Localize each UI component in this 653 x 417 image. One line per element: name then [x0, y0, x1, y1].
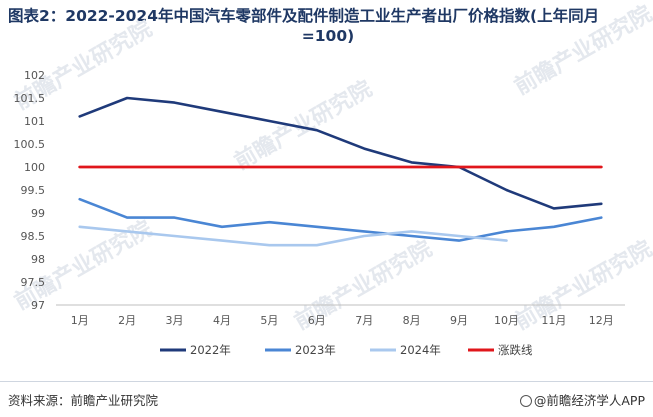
- x-tick-label: 5月: [260, 314, 278, 327]
- series-lines: [78, 96, 603, 247]
- chart-title: 图表2：2022-2024年中国汽车零部件及配件制造工业生产者出厂价格指数(上年…: [8, 6, 648, 46]
- y-tick-label: 100.5: [14, 138, 46, 151]
- x-tick-label: 7月: [355, 314, 373, 327]
- legend: 2022年 2023年 2024年 涨跌线: [160, 343, 533, 357]
- chart-title-line-1: 图表2：2022-2024年中国汽车零部件及配件制造工业生产者出厂价格指数(上年…: [8, 7, 600, 25]
- chart-title-line-2: =100): [301, 27, 355, 45]
- x-tick-label: 1月: [71, 314, 89, 327]
- y-tick-label: 97.5: [21, 276, 46, 289]
- y-tick-label: 100: [24, 161, 45, 174]
- y-tick-label: 98: [31, 253, 45, 266]
- x-tick-label: 12月: [589, 314, 614, 327]
- legend-label-3: 2024年: [400, 343, 441, 357]
- footer: 资料来源：前瞻产业研究院 @前瞻经济学人APP: [0, 381, 653, 417]
- x-tick-label: 2月: [118, 314, 136, 327]
- x-tick-label: 6月: [308, 314, 326, 327]
- y-tick-label: 99.5: [21, 184, 46, 197]
- series-line-1: [78, 96, 603, 210]
- watermark-text: 前瞻产业研究院: [230, 76, 376, 176]
- series-line-2: [78, 197, 603, 242]
- watermark-text: 前瞻产业研究院: [510, 1, 653, 101]
- y-tick-label: 98.5: [21, 230, 46, 243]
- y-tick-label: 101: [24, 115, 45, 128]
- legend-label-2: 2023年: [295, 343, 336, 357]
- brand-label: @前瞻经济学人APP: [533, 393, 645, 408]
- x-tick-label: 8月: [403, 314, 421, 327]
- y-tick-label: 99: [31, 207, 45, 220]
- y-axis: 97 97.5 98 98.5 99 99.5 100 100.5 101 101.5 102: [14, 69, 46, 312]
- watermark-text: 前瞻产业研究院: [510, 236, 653, 336]
- x-tick-label: 4月: [213, 314, 231, 327]
- legend-label-4: 涨跌线: [498, 343, 533, 357]
- source-text: 资料来源：前瞻产业研究院: [8, 393, 159, 408]
- x-axis: 1月 2月 3月 4月 5月 6月 7月 8月 9月 10月 11月 12月: [56, 304, 625, 327]
- brand-logo-icon: [519, 395, 532, 407]
- y-tick-label: 97: [31, 299, 45, 312]
- x-tick-label: 3月: [166, 314, 184, 327]
- series-line-3: [78, 225, 508, 247]
- brand-text: @前瞻经济学人APP: [519, 390, 645, 409]
- x-tick-label: 10月: [494, 314, 519, 327]
- legend-label-1: 2022年: [190, 343, 231, 357]
- y-tick-label: 101.5: [14, 92, 46, 105]
- x-tick-label: 9月: [450, 314, 468, 327]
- y-tick-label: 102: [24, 69, 45, 82]
- x-tick-label: 11月: [541, 314, 566, 327]
